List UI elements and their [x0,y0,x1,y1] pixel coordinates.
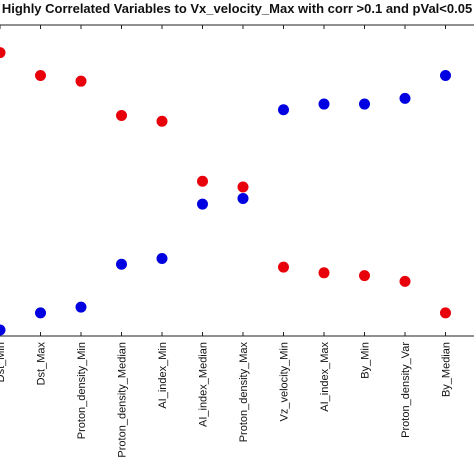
data-point-series-1 [197,175,208,187]
x-tick-label: Proton_density_Var [400,342,412,438]
data-point-series-1 [116,110,127,121]
x-tick-label: By_Median [441,342,453,397]
x-tick-label: Dst_Min [0,342,7,382]
data-point-series-2 [156,253,168,264]
x-ticks [0,25,446,336]
x-tick-label: Proton_density_Min [76,342,88,439]
data-point-series-1 [0,47,6,59]
data-point-series-2 [318,98,330,110]
x-tick-label: AI_index_Max [319,342,331,412]
data-point-series-2 [0,324,6,336]
data-point-series-2 [237,192,249,204]
x-tick-label: Dst_Max [36,342,48,386]
data-point-series-2 [278,104,289,116]
data-point-series-2 [440,69,451,81]
data-point-series-1 [399,275,411,287]
x-tick-labels: Dst_Min Dst_Max Proton_density_Min Proton_d… [0,342,453,458]
data-point-series-1 [156,115,168,127]
data-point-series-2 [116,258,127,270]
data-point-series-2 [75,301,87,313]
data-point-series-1 [359,270,370,282]
data-point-series-1 [75,75,87,87]
data-points [0,47,451,336]
x-tick-label: By_Min [360,342,372,379]
data-point-series-2 [35,307,46,319]
data-point-series-2 [399,92,411,104]
x-tick-label: Proton_density_Max [238,342,250,443]
data-point-series-1 [278,261,289,273]
data-point-series-1 [440,307,451,319]
x-tick-label: AI_index_Median [198,342,210,427]
chart-title: Highly Correlated Variables to Vx_veloci… [2,1,472,16]
data-point-series-2 [197,198,208,210]
data-point-series-1 [237,181,249,193]
data-point-series-1 [318,267,330,279]
x-tick-label: Vz_velocity_Min [279,342,291,421]
data-point-series-1 [35,69,46,81]
data-point-series-2 [359,98,370,110]
axes [0,24,474,337]
x-tick-label: Proton_density_Median [117,342,129,458]
x-tick-label: AI_index_Min [157,342,169,409]
